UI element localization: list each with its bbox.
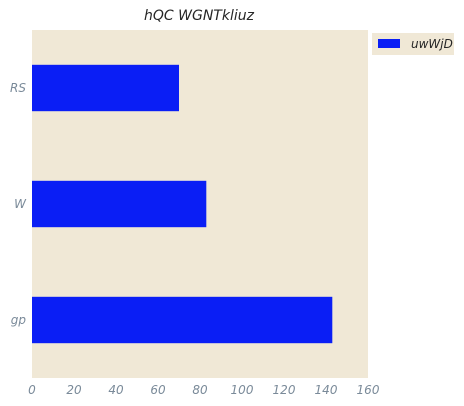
x-tick-label: 160 <box>357 383 380 397</box>
y-tick-label: gp <box>11 313 27 327</box>
legend: uwWjD <box>372 33 454 55</box>
bar-gp <box>32 296 333 344</box>
y-tick-label: W <box>14 197 27 211</box>
legend-box <box>372 33 454 55</box>
chart-title: hQC WGNTkliuz <box>144 8 255 24</box>
x-tick-label: 120 <box>273 383 296 397</box>
x-tick-labels: 0 20 40 60 80 100 120 140 160 <box>28 383 380 397</box>
x-tick-label: 40 <box>108 383 124 397</box>
x-tick-label: 60 <box>150 383 166 397</box>
x-tick-label: 0 <box>28 383 36 397</box>
legend-swatch <box>378 39 400 48</box>
x-tick-label: 20 <box>66 383 82 397</box>
legend-label: uwWjD <box>411 37 453 51</box>
x-tick-label: 100 <box>231 383 254 397</box>
bars-group <box>32 64 333 344</box>
x-tick-label: 80 <box>192 383 208 397</box>
bar-W <box>32 180 207 228</box>
bar-RS <box>32 64 179 112</box>
y-tick-labels: RS Wgp <box>10 81 27 327</box>
y-tick-label: RS <box>10 81 26 95</box>
x-tick-label: 140 <box>315 383 338 397</box>
